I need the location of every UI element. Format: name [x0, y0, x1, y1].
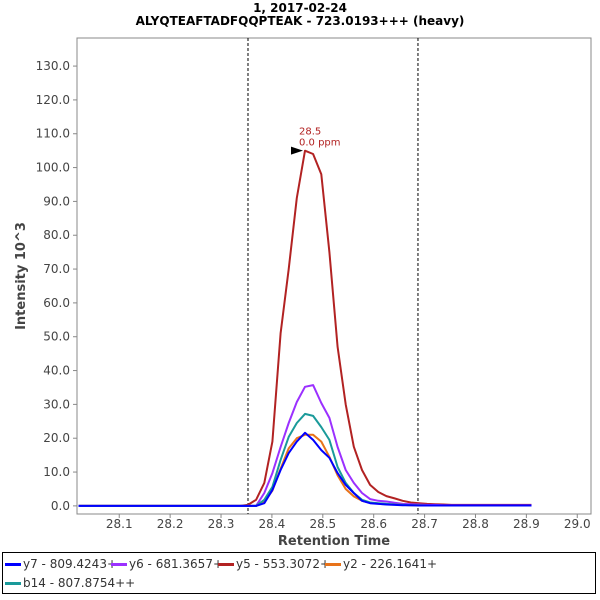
y-tick-label: 60.0 — [43, 296, 70, 310]
peak-arrow-icon — [290, 146, 303, 155]
x-axis-label: Retention Time — [278, 534, 390, 549]
y-axis-label: Intensity 10^3 — [14, 222, 29, 330]
y-tick-label: 90.0 — [43, 194, 70, 208]
legend-label: b14 - 807.8754++ — [23, 576, 136, 590]
y-tick-label: 80.0 — [43, 228, 70, 242]
series-line-y5 — [78, 149, 532, 507]
legend-item-y6[interactable]: y6 - 681.3657+ — [111, 557, 223, 571]
legend-label: y7 - 809.4243+ — [23, 557, 118, 571]
peak-rt-label: 28.5 — [299, 127, 321, 138]
y-tick-label: 130.0 — [36, 59, 70, 73]
y-tick-label: 120.0 — [36, 93, 70, 107]
y-tick-label: 100.0 — [36, 161, 70, 175]
y-tick-label: 30.0 — [43, 397, 70, 411]
x-tick-label: 28.4 — [259, 517, 286, 531]
x-tick-label: 28.3 — [208, 517, 235, 531]
y-tick-label: 40.0 — [43, 364, 70, 378]
y-tick-label: 10.0 — [43, 465, 70, 479]
y-tick-label: 50.0 — [43, 330, 70, 344]
x-tick-label: 28.2 — [157, 517, 184, 531]
x-tick-label: 28.6 — [360, 517, 387, 531]
legend-label: y6 - 681.3657+ — [129, 557, 224, 571]
legend-item-y2[interactable]: y2 - 226.1641+ — [325, 557, 437, 571]
legend-swatch — [111, 562, 127, 566]
peak-ppm-label: 0.0 ppm — [299, 138, 341, 149]
legend-swatch — [5, 562, 21, 566]
legend-item-y5[interactable]: y5 - 553.3072+ — [218, 557, 330, 571]
legend-label: y2 - 226.1641+ — [343, 557, 438, 571]
y-tick-label: 20.0 — [43, 431, 70, 445]
x-tick-label: 28.9 — [513, 517, 540, 531]
legend-swatch — [218, 562, 234, 566]
chart-title: 1, 2017-02-24 — [253, 1, 347, 15]
x-tick-label: 28.7 — [411, 517, 438, 531]
y-tick-label: 110.0 — [36, 127, 70, 141]
legend-item-b14[interactable]: b14 - 807.8754++ — [5, 576, 135, 590]
x-tick-label: 28.8 — [462, 517, 489, 531]
chromatogram-chart[interactable]: 0.0 10.0 20.0 30.0 40.0 50.0 60.0 70.0 80.0 90.0 1… — [0, 0, 600, 552]
legend-label: y5 - 553.3072+ — [236, 557, 331, 571]
x-tick-label: 28.1 — [106, 517, 133, 531]
series-line-y7 — [78, 431, 532, 507]
chart-subtitle: ALYQTEAFTADFQQPTEAK - 723.0193+++ (heavy… — [135, 14, 465, 28]
x-tick-label: 29.0 — [564, 517, 591, 531]
legend-swatch — [5, 581, 21, 585]
x-tick-label: 28.5 — [309, 517, 336, 531]
legend-item-y7[interactable]: y7 - 809.4243+ — [5, 557, 117, 571]
legend: y7 - 809.4243+ y6 - 681.3657+ y5 - 553.3… — [2, 552, 596, 594]
y-tick-label: 0.0 — [51, 499, 70, 513]
legend-swatch — [325, 562, 341, 566]
y-tick-label: 70.0 — [43, 262, 70, 276]
plot-area — [76, 37, 592, 515]
